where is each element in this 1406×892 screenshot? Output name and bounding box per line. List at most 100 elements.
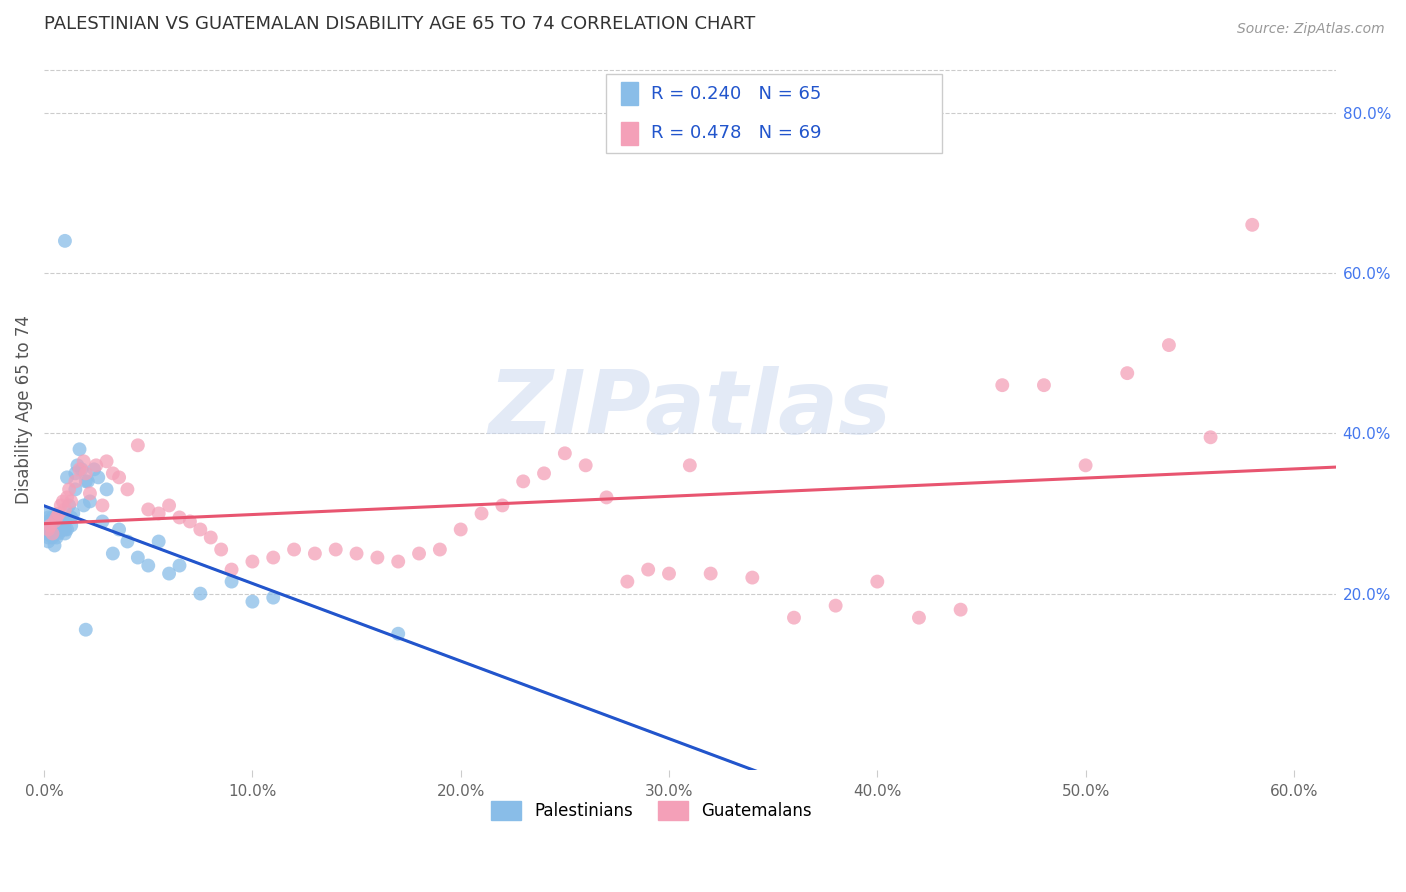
Point — [39, 526, 62, 541]
Point — [283, 542, 305, 557]
Point — [157, 499, 180, 513]
Point — [37, 534, 59, 549]
Point — [117, 534, 139, 549]
Point — [96, 483, 118, 497]
Bar — [621, 121, 638, 145]
Point — [79, 494, 101, 508]
Point — [209, 542, 232, 557]
Point — [1074, 458, 1097, 473]
Point — [221, 574, 243, 589]
Point — [48, 507, 70, 521]
Point — [1241, 218, 1264, 232]
Point — [908, 610, 931, 624]
Point — [91, 499, 114, 513]
Point — [52, 523, 75, 537]
Point — [60, 494, 83, 508]
Point — [53, 526, 76, 541]
Point — [242, 555, 264, 569]
Point — [658, 566, 681, 581]
Point — [53, 234, 76, 248]
Point — [325, 542, 347, 557]
Point — [39, 515, 62, 529]
Point — [41, 526, 63, 541]
Point — [44, 539, 66, 553]
Point — [84, 458, 107, 473]
Point — [157, 566, 180, 581]
Point — [45, 518, 67, 533]
Point — [69, 442, 91, 457]
Point — [616, 574, 638, 589]
Point — [60, 510, 83, 524]
Point — [470, 507, 492, 521]
Point — [37, 515, 59, 529]
Point — [699, 566, 721, 581]
Legend: Palestinians, Guatemalans: Palestinians, Guatemalans — [484, 794, 818, 827]
Point — [41, 531, 63, 545]
Text: PALESTINIAN VS GUATEMALAN DISABILITY AGE 65 TO 74 CORRELATION CHART: PALESTINIAN VS GUATEMALAN DISABILITY AGE… — [44, 15, 755, 33]
Point — [73, 499, 96, 513]
Point — [387, 555, 409, 569]
Point — [866, 574, 889, 589]
Point — [76, 475, 98, 489]
Point — [148, 534, 170, 549]
Point — [69, 462, 91, 476]
Point — [101, 467, 124, 481]
Point — [49, 523, 72, 537]
Point — [366, 550, 388, 565]
Point — [45, 531, 67, 545]
Point — [37, 510, 59, 524]
Point — [35, 518, 58, 533]
Point — [1032, 378, 1054, 392]
FancyBboxPatch shape — [606, 74, 942, 153]
Point — [44, 518, 66, 533]
Point — [136, 502, 159, 516]
Point — [127, 550, 149, 565]
Point — [56, 470, 79, 484]
Point — [262, 550, 284, 565]
Point — [136, 558, 159, 573]
Point — [56, 523, 79, 537]
Point — [169, 558, 191, 573]
Point — [429, 542, 451, 557]
Point — [58, 499, 80, 513]
Point — [35, 526, 58, 541]
Point — [37, 523, 59, 537]
Point — [53, 523, 76, 537]
Point — [75, 623, 97, 637]
Point — [200, 531, 222, 545]
Point — [73, 454, 96, 468]
Point — [53, 502, 76, 516]
Point — [101, 547, 124, 561]
Point — [75, 475, 97, 489]
Point — [387, 626, 409, 640]
Point — [41, 510, 63, 524]
Point — [108, 470, 131, 484]
Point — [637, 563, 659, 577]
Point — [179, 515, 201, 529]
Point — [52, 494, 75, 508]
Point — [221, 563, 243, 577]
Point — [242, 594, 264, 608]
Point — [39, 523, 62, 537]
Point — [1116, 366, 1139, 380]
Point — [53, 515, 76, 529]
Point — [44, 526, 66, 541]
Point — [62, 507, 84, 521]
Y-axis label: Disability Age 65 to 74: Disability Age 65 to 74 — [15, 315, 32, 504]
Point — [741, 571, 763, 585]
Point — [148, 507, 170, 521]
Point — [304, 547, 326, 561]
Point — [58, 483, 80, 497]
Point — [83, 462, 105, 476]
Bar — [621, 82, 638, 105]
Point — [87, 470, 110, 484]
Point — [554, 446, 576, 460]
Point — [49, 515, 72, 529]
Text: R = 0.478   N = 69: R = 0.478 N = 69 — [651, 124, 821, 142]
Point — [41, 523, 63, 537]
Point — [512, 475, 534, 489]
Point — [117, 483, 139, 497]
Point — [346, 547, 368, 561]
Point — [679, 458, 702, 473]
Point — [575, 458, 598, 473]
